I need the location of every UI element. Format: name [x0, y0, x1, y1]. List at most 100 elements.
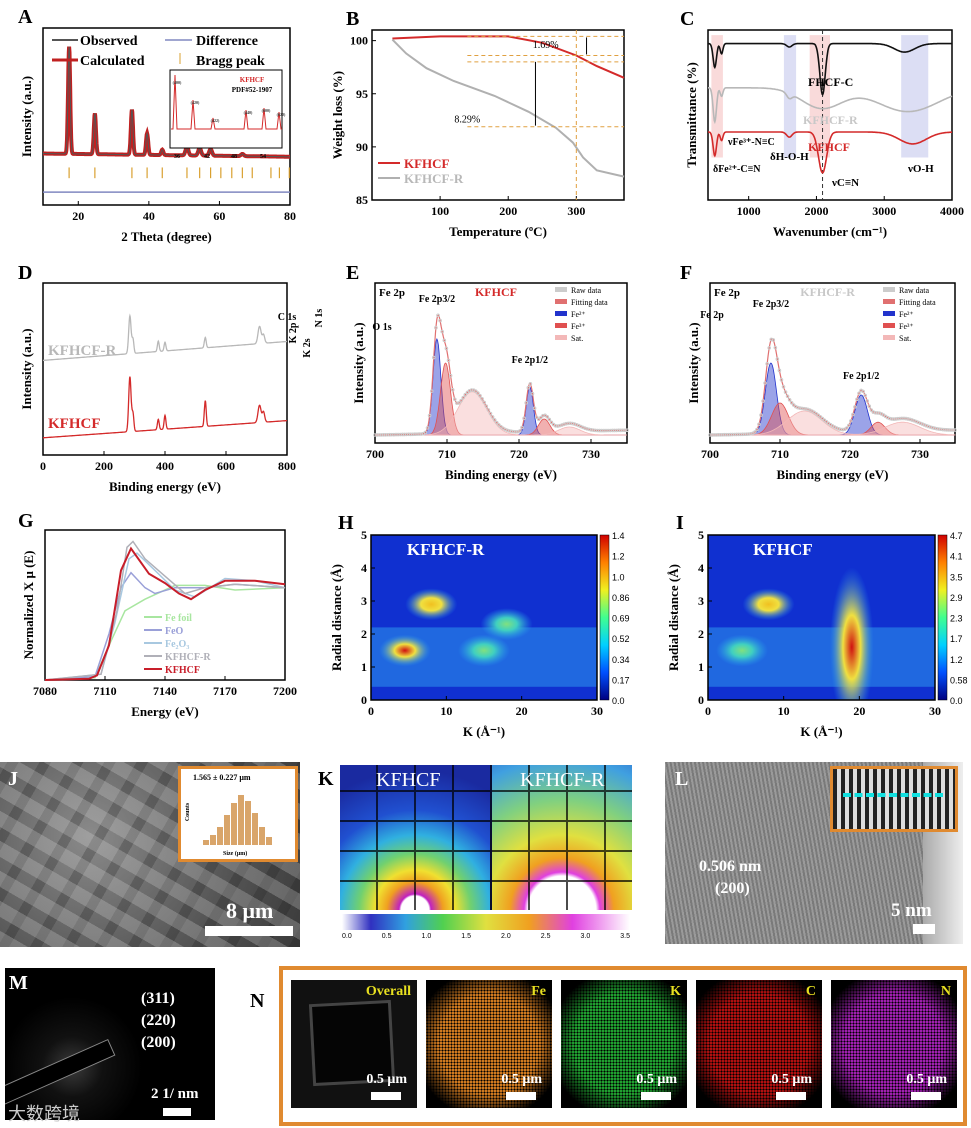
plot-frame-E [374, 282, 628, 444]
raw-data-point [759, 413, 763, 417]
raw-data-point [545, 414, 550, 419]
raw-data-point [450, 388, 455, 392]
x-tick-label: 200 [95, 459, 113, 473]
raw-data-point [436, 313, 440, 318]
raw-data-point [873, 410, 878, 415]
y-tick-label: 90 [356, 140, 368, 154]
band-highlight [783, 35, 797, 158]
y-tick-label: 0 [698, 693, 704, 707]
raw-data-point [427, 413, 432, 418]
size-histogram-inset: 1.565 ± 0.227 μm Size (μm) Counts [178, 766, 298, 862]
scale-bar [641, 1092, 671, 1100]
x-tick-label: 720 [510, 447, 528, 461]
raw-data-point [849, 419, 853, 423]
peak-label: N 1s [314, 309, 325, 328]
raw-data-point [753, 430, 757, 434]
x-axis-label: K (Å⁻¹) [463, 724, 505, 739]
heatmap-spot [405, 588, 458, 621]
colorbar-tick-label: 0.0 [612, 696, 625, 706]
raw-data-point [534, 415, 539, 420]
tick: 0.5 [381, 933, 392, 940]
ring-label: (220) [141, 1012, 176, 1029]
peak-label: O 1s [372, 322, 391, 333]
raw-data-point [520, 425, 524, 430]
raw-data-point [838, 427, 843, 432]
raw-data-point [530, 391, 535, 396]
tick: 3.5 [620, 933, 630, 940]
raw-data-point [461, 395, 466, 400]
x-tick-label: 710 [438, 447, 456, 461]
x-axis-label: Binding energy (eV) [777, 467, 889, 482]
observed-line [43, 46, 290, 158]
raw-data-point [891, 417, 896, 421]
colorbar [937, 534, 948, 701]
x-tick-label: 700 [366, 447, 384, 461]
y-tick-label: 2 [361, 627, 367, 641]
inset-ref: PDF#52-1907 [232, 86, 273, 94]
raw-data-point [484, 404, 489, 408]
colorbar-k-ticks: 0.0 0.5 1.0 1.5 2.0 2.5 3.0 3.5 [342, 933, 630, 943]
legend-swatch [883, 311, 895, 316]
raw-data-point [785, 394, 790, 399]
legend-swatch [883, 299, 895, 304]
y-tick-label: 5 [361, 528, 367, 542]
y-tick-label: 1 [361, 660, 367, 674]
raw-data-point [718, 432, 723, 437]
raw-data-point [495, 420, 499, 425]
raw-data-point [480, 397, 484, 401]
pattern-label-kfhcf: KFHCF [376, 769, 441, 791]
eds-map-k: K 0.5 μm [561, 980, 687, 1108]
element-label: C [805, 984, 816, 999]
scale-bar-label: 0.5 μm [906, 1072, 947, 1087]
y-tick-label: 3 [361, 594, 367, 608]
raw-data-point [904, 416, 908, 421]
x-tick-label: 3000 [872, 204, 896, 218]
fitting-line [710, 337, 955, 436]
raw-data-point [532, 406, 537, 410]
beam-stop [5, 1038, 116, 1106]
plot-frame-A [42, 27, 291, 206]
x-axis-label: Binding energy (eV) [109, 479, 221, 494]
raw-data-point [802, 406, 806, 411]
panel-label-j: J [8, 768, 18, 790]
heatmap-spot [716, 634, 769, 667]
raw-data-point [712, 433, 716, 437]
raw-data-point [800, 406, 804, 411]
eds-map-n: N 0.5 μm [831, 980, 957, 1108]
legend-kfhcf-r: KFHCF-R [404, 171, 464, 186]
x-tick-label: 20 [72, 209, 84, 223]
legend-swatch [883, 323, 895, 328]
tick: 1.0 [421, 933, 432, 940]
raw-data-point [773, 345, 778, 350]
raw-data-point [744, 432, 749, 436]
annotation-1-69: 1.69% [533, 40, 559, 51]
raw-data-point [779, 378, 784, 382]
inset-hkl-label: (422) [211, 118, 220, 123]
scale-bar [911, 1092, 941, 1100]
series-kfhcf [392, 35, 625, 79]
x-tick-label: 710 [771, 447, 789, 461]
legend-item: Fe₂O₃ [165, 639, 189, 650]
panel-label-k: K [318, 768, 334, 790]
raw-data-point [765, 362, 769, 366]
raw-data-point [940, 427, 945, 432]
x-tick-label: 20 [516, 704, 528, 718]
x-tick-label: 7170 [213, 684, 237, 698]
raw-data-point [767, 346, 772, 350]
series-kfhcf-r [391, 38, 625, 178]
plot-frame-F [709, 282, 956, 444]
raw-data-point [425, 426, 430, 430]
tick: 1.5 [461, 933, 471, 940]
colorbar-tick-label: 2.3 [950, 614, 963, 624]
raw-data-point [722, 432, 727, 437]
y-axis-label: Weight loss (%) [330, 71, 345, 159]
raw-data-point [547, 417, 552, 422]
panel-label-f: F [680, 262, 693, 284]
raw-data-point [775, 357, 780, 361]
scale-bar [205, 926, 293, 936]
colorbar-tick-label: 2.9 [950, 593, 963, 603]
raw-data-point [757, 422, 761, 427]
y-tick-label: 5 [698, 528, 704, 542]
x-tick-label: 730 [911, 447, 929, 461]
inset-title: KFHCF [240, 76, 265, 84]
